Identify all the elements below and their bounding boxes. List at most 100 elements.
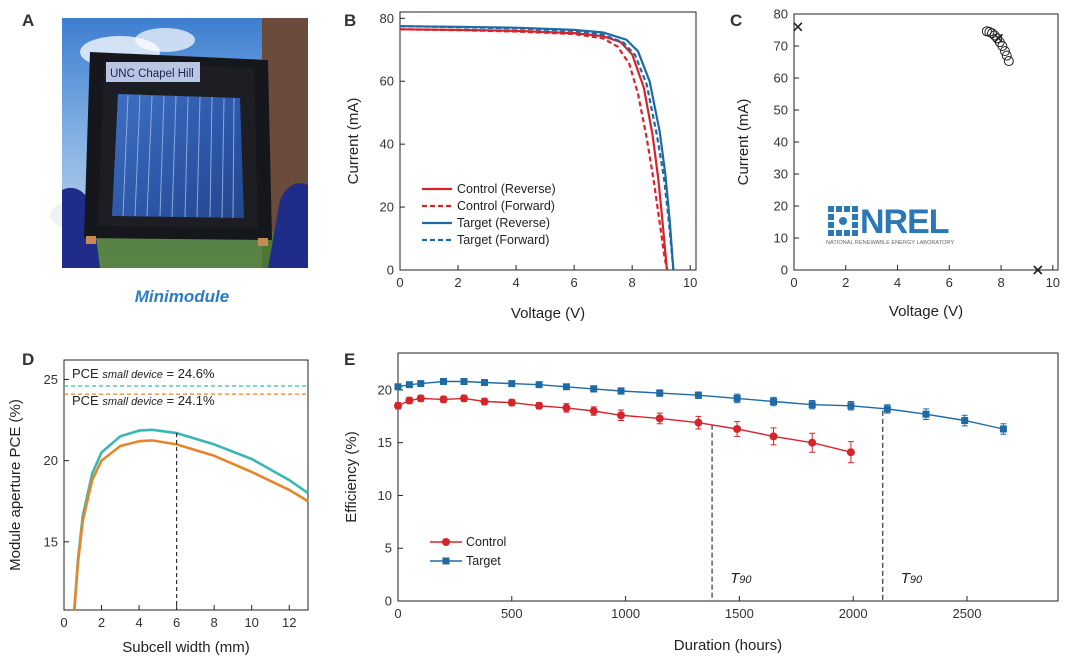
e-target-point xyxy=(770,398,778,406)
e-target-point xyxy=(460,377,468,385)
b-ytick-label: 60 xyxy=(380,74,394,89)
b-ytick-label: 20 xyxy=(380,200,394,215)
e-t90-label: T90 xyxy=(901,570,923,587)
e-control-point xyxy=(416,394,425,403)
e-control-point xyxy=(535,401,544,410)
e-control-point xyxy=(694,418,703,427)
d-ylabel: Module aperture PCE (%) xyxy=(7,399,24,571)
b-legend-label: Target (Reverse) xyxy=(457,216,550,230)
pce-vs-width-chart-d: 0 2 4 6 8 10 12 15 20 25 PCE small device = 24.6%… xyxy=(7,359,309,656)
e-xtick-label: 0 xyxy=(394,606,401,621)
e-control-point xyxy=(480,397,489,406)
e-control-point xyxy=(460,394,468,403)
d-xlabel: Subcell width (mm) xyxy=(122,639,250,656)
nrel-logo-text: NREL xyxy=(860,203,949,241)
e-legend-marker xyxy=(442,557,450,565)
e-target-point xyxy=(656,389,664,397)
e-target-point xyxy=(808,401,816,409)
e-target-point xyxy=(394,383,402,391)
d-xtick-label: 10 xyxy=(244,615,258,630)
c-circle-point xyxy=(1003,56,1014,67)
e-t90-label: T90 xyxy=(730,570,752,587)
b-ytick-label: 40 xyxy=(380,137,394,152)
module-label-box xyxy=(106,62,200,82)
d-ref-label-teal: PCE small device = 24.6% xyxy=(72,366,215,381)
e-target-point xyxy=(590,385,598,393)
b-ytick-label: 80 xyxy=(380,11,394,26)
e-target-point xyxy=(535,381,543,389)
e-legend-marker xyxy=(442,538,450,546)
panel-letter-d: D xyxy=(22,350,34,369)
d-ytick-label: 20 xyxy=(44,453,58,468)
b-xtick-label: 8 xyxy=(629,275,636,290)
e-xtick-label: 2000 xyxy=(839,606,868,621)
d-series-curve-1 xyxy=(73,439,309,611)
c-ytick-label: 80 xyxy=(774,7,788,22)
nrel-logo: NREL NATIONAL RENEWABLE ENERGY LABORATOR… xyxy=(826,203,954,246)
c-ytick-label: 40 xyxy=(774,135,788,150)
c-xlabel: Voltage (V) xyxy=(889,303,963,320)
e-control-point xyxy=(589,407,598,416)
d-ytick-label: 25 xyxy=(44,372,58,387)
c-circle-point xyxy=(999,46,1010,57)
e-control-point xyxy=(507,398,516,407)
e-target-point xyxy=(508,380,516,388)
d-xtick-label: 2 xyxy=(98,615,105,630)
panel-letter-b: B xyxy=(344,11,356,30)
e-target-point xyxy=(999,425,1007,433)
e-legend-label: Target xyxy=(466,554,501,568)
e-control-point xyxy=(562,403,571,412)
e-series-line-0 xyxy=(397,397,852,453)
e-control-point xyxy=(808,438,817,447)
d-xtick-label: 6 xyxy=(173,615,180,630)
e-target-point xyxy=(922,410,930,418)
b-xlabel: Voltage (V) xyxy=(511,305,585,322)
c-ytick-label: 70 xyxy=(774,39,788,54)
e-xtick-label: 2500 xyxy=(953,606,982,621)
b-legend-label: Control (Reverse) xyxy=(457,182,556,196)
nrel-logo-subtext: NATIONAL RENEWABLE ENERGY LABORATORY xyxy=(826,240,954,246)
e-xtick-label: 1500 xyxy=(725,606,754,621)
e-target-point xyxy=(617,387,625,395)
e-control-point xyxy=(439,395,448,404)
b-xtick-label: 4 xyxy=(512,275,519,290)
e-target-point xyxy=(440,377,448,385)
e-target-point xyxy=(405,381,413,389)
b-ytick-label: 0 xyxy=(387,263,394,278)
e-control-point xyxy=(405,396,414,405)
b-xtick-label: 0 xyxy=(396,275,403,290)
c-ytick-label: 30 xyxy=(774,167,788,182)
e-xtick-label: 1000 xyxy=(611,606,640,621)
c-cross-point xyxy=(793,22,803,32)
c-xtick-label: 10 xyxy=(1046,275,1060,290)
c-xtick-label: 4 xyxy=(894,275,901,290)
c-ylabel: Current (mA) xyxy=(735,99,752,186)
c-ytick-label: 20 xyxy=(774,199,788,214)
panel-letter-c: C xyxy=(730,11,742,30)
e-legend-label: Control xyxy=(466,535,506,549)
jv-certified-chart-c: 0 2 4 6 8 10 0 10 20 30 40 50 60 70 80 NREL NATIONAL R… xyxy=(735,7,1060,321)
d-xtick-label: 12 xyxy=(282,615,296,630)
e-xtick-label: 500 xyxy=(501,606,523,621)
panel-letter-a: A xyxy=(22,11,34,30)
e-target-point xyxy=(562,383,570,391)
b-xtick-label: 6 xyxy=(571,275,578,290)
d-ytick-label: 15 xyxy=(44,534,58,549)
e-ytick-label: 20 xyxy=(378,382,392,397)
d-xtick-label: 4 xyxy=(135,615,142,630)
e-control-point xyxy=(394,401,402,410)
d-ref-label-orange: PCE small device = 24.1% xyxy=(72,393,215,408)
c-xtick-label: 2 xyxy=(842,275,849,290)
b-xtick-label: 2 xyxy=(454,275,461,290)
c-ytick-label: 50 xyxy=(774,103,788,118)
b-xtick-label: 10 xyxy=(683,275,697,290)
c-cross-point xyxy=(993,33,1004,43)
e-target-point xyxy=(694,391,702,399)
d-series-curve-0 xyxy=(73,428,309,611)
e-target-point xyxy=(733,394,741,402)
e-target-point xyxy=(847,402,855,410)
e-ytick-label: 15 xyxy=(378,435,392,450)
jv-chart-b: 0 2 4 6 8 10 0 20 40 60 80 Control (Reverse) Contro… xyxy=(345,11,697,322)
c-ytick-label: 0 xyxy=(781,263,788,278)
e-ytick-label: 10 xyxy=(378,488,392,503)
